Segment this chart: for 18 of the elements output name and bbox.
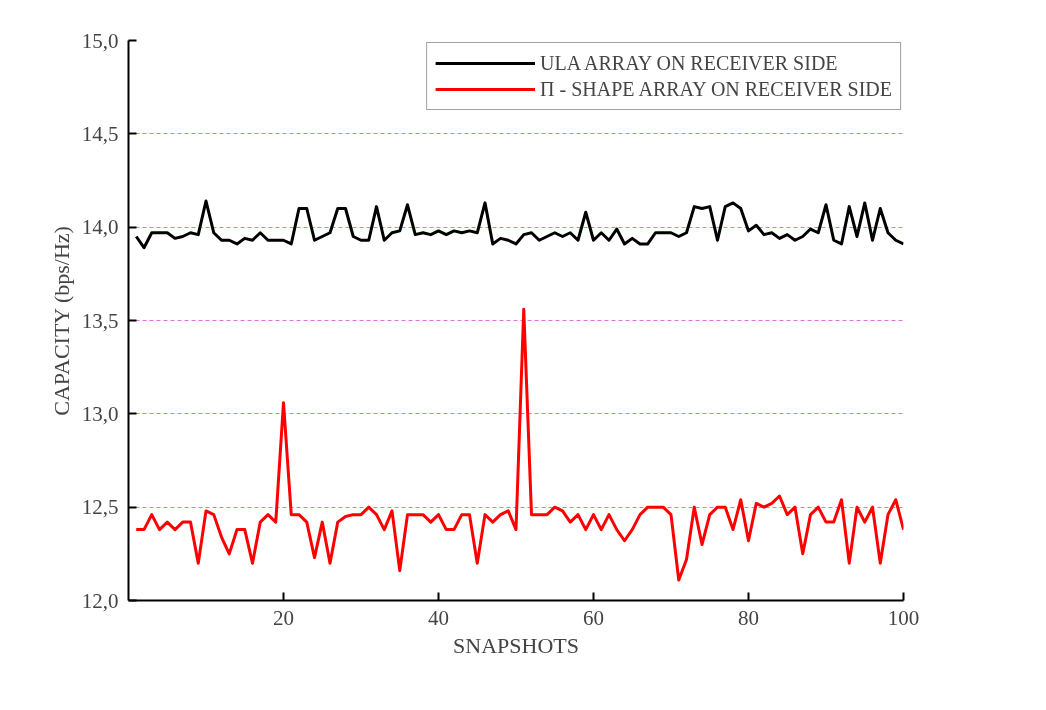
legend-label: Π - SHAPE ARRAY ON RECEIVER SIDE (540, 77, 892, 101)
y-tick-label: 12,5 (81, 495, 119, 520)
y-tick-label: 15,0 (81, 28, 119, 53)
x-tick-label: 60 (583, 605, 604, 630)
y-tick-label: 12,0 (81, 588, 119, 613)
line-series (134, 199, 904, 250)
x-tick-label: 20 (273, 605, 294, 630)
line-series (134, 307, 904, 582)
y-tick-label: 14,5 (81, 121, 119, 146)
y-tick-label: 14,0 (81, 215, 119, 240)
y-tick-label: 13,0 (81, 401, 119, 426)
x-tick-label: 100 (887, 605, 920, 630)
x-tick-label: 80 (738, 605, 759, 630)
y-axis-title: CAPACITY (bps/Hz) (48, 226, 74, 416)
y-tick-label: 13,5 (81, 308, 119, 333)
x-tick-label: 40 (428, 605, 449, 630)
x-axis-title: SNAPSHOTS (453, 632, 579, 658)
legend-label: ULA ARRAY ON RECEIVER SIDE (540, 51, 838, 75)
